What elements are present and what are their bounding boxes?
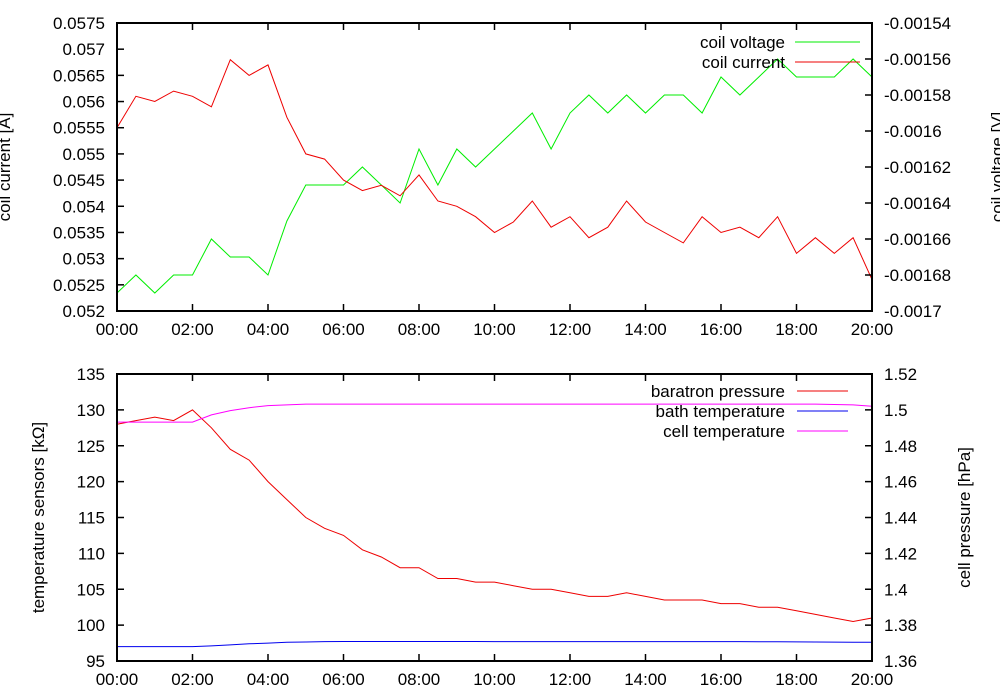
y2-tick-label: 1.46 (884, 473, 917, 492)
y2-tick-label: -0.00156 (884, 50, 951, 69)
x-tick-label: 16:00 (700, 320, 743, 339)
y2-tick-label: -0.00168 (884, 266, 951, 285)
y2-tick-label: 1.48 (884, 437, 917, 456)
y2-tick-label: -0.0017 (884, 302, 942, 321)
y2-tick-label: 1.44 (884, 509, 917, 528)
y2-tick-label: -0.00162 (884, 158, 951, 177)
x-tick-label: 12:00 (549, 320, 592, 339)
x-tick-label: 02:00 (171, 320, 214, 339)
x-tick-label: 04:00 (247, 670, 290, 689)
x-tick-label: 06:00 (322, 320, 365, 339)
x-tick-label: 20:00 (851, 670, 894, 689)
y-tick-label: 120 (77, 473, 105, 492)
legend-label: baratron pressure (651, 382, 785, 401)
y-axis-label: temperature sensors [kΩ] (29, 422, 48, 613)
x-tick-label: 16:00 (700, 670, 743, 689)
x-tick-label: 02:00 (171, 670, 214, 689)
y-tick-label: 0.0545 (53, 171, 105, 190)
x-tick-label: 04:00 (247, 320, 290, 339)
legend-label: coil voltage (700, 33, 785, 52)
y-tick-label: 125 (77, 437, 105, 456)
y-tick-label: 0.055 (62, 145, 105, 164)
y-tick-label: 110 (78, 544, 105, 563)
legend-label: coil current (702, 53, 785, 72)
x-tick-label: 12:00 (549, 670, 592, 689)
y-tick-label: 0.052 (62, 302, 105, 321)
y-tick-label: 0.053 (62, 250, 105, 269)
chart-panel-1: 00:00 02:00 04:00 06:00 08:00 10:00 12:00 14:00… (0, 14, 1000, 339)
y-tick-label: 0.056 (62, 93, 105, 112)
series-line-baratron-pressure (116, 409, 873, 623)
x-tick-label: 18:00 (775, 320, 818, 339)
x-tick-label: 08:00 (398, 670, 441, 689)
y-tick-label: 130 (77, 401, 105, 420)
x-tick-label: 18:00 (775, 670, 818, 689)
y-tick-label: 0.057 (62, 40, 105, 59)
y2-tick-label: -0.00158 (884, 86, 951, 105)
y-tick-label: 135 (77, 365, 105, 384)
y2-tick-label: 1.42 (884, 544, 917, 563)
y-axis-label: coil current [A] (0, 113, 14, 222)
y2-tick-label: -0.00154 (884, 14, 951, 33)
y-tick-label: 0.0575 (53, 14, 105, 33)
y-tick-label: 0.0525 (53, 276, 105, 295)
x-tick-label: 14:00 (624, 320, 667, 339)
series-line-coil-voltage (116, 58, 873, 294)
series-line-bath-temperature (117, 641, 873, 648)
y-tick-label: 95 (86, 652, 105, 671)
chart-panel-2: 00:00 02:00 04:00 06:00 08:00 10:00 12:00 14:00… (29, 365, 974, 689)
y2-axis-label: coil voltage [V] (988, 112, 1000, 223)
y2-tick-label: -0.00166 (884, 230, 951, 249)
x-tick-label: 10:00 (473, 320, 516, 339)
x-tick-label: 10:00 (473, 670, 516, 689)
x-tick-label: 06:00 (322, 670, 365, 689)
y2-tick-label: 1.38 (884, 616, 917, 635)
x-tick-label: 08:00 (398, 320, 441, 339)
series-line-cell-temperature (117, 403, 873, 423)
legend-label: bath temperature (656, 402, 785, 421)
legend-label: cell temperature (663, 422, 785, 441)
y2-tick-label: 1.36 (884, 652, 917, 671)
y-tick-label: 0.0555 (53, 119, 105, 138)
y-tick-label: 0.054 (62, 197, 105, 216)
y2-tick-label: -0.0016 (884, 122, 942, 141)
x-tick-label: 00:00 (96, 320, 139, 339)
series-line-coil-current (116, 58, 873, 280)
y-tick-label: 0.0535 (53, 223, 105, 242)
y-tick-label: 100 (77, 616, 105, 635)
y-tick-label: 115 (78, 509, 105, 528)
x-tick-label: 14:00 (624, 670, 667, 689)
y2-tick-label: 1.52 (884, 365, 917, 384)
y2-axis-label: cell pressure [hPa] (955, 447, 974, 588)
y2-tick-label: 1.4 (884, 580, 908, 599)
y-tick-label: 0.0565 (53, 66, 105, 85)
x-tick-label: 00:00 (96, 670, 139, 689)
x-tick-label: 20:00 (851, 320, 894, 339)
y2-tick-label: 1.5 (884, 401, 908, 420)
y2-tick-label: -0.00164 (884, 194, 951, 213)
y-tick-label: 105 (77, 580, 105, 599)
